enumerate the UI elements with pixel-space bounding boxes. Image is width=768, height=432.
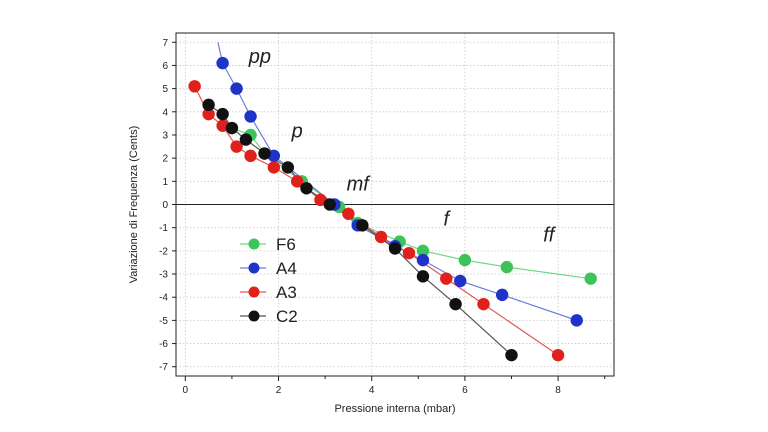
data-point-a4 — [230, 82, 243, 95]
y-tick-label: 5 — [162, 84, 168, 95]
data-point-a4 — [216, 56, 229, 70]
dynamic-label: f — [443, 208, 451, 230]
y-tick-label: 2 — [162, 154, 168, 165]
legend-marker — [248, 286, 260, 298]
data-point-c2 — [416, 270, 430, 283]
y-tick-label: 1 — [162, 177, 168, 188]
data-point-a3 — [244, 149, 257, 163]
data-point-a4 — [267, 149, 281, 163]
legend-label: F6 — [276, 235, 296, 254]
data-point-a3 — [314, 193, 327, 207]
data-point-a3 — [402, 246, 416, 260]
y-tick-label: -5 — [159, 316, 168, 327]
data-point-a3 — [202, 107, 215, 121]
dynamic-label: mf — [347, 174, 372, 196]
data-point-c2 — [300, 182, 313, 195]
data-point-a3 — [374, 230, 388, 244]
data-point-c2 — [449, 297, 462, 311]
y-tick-label: 7 — [162, 38, 168, 49]
y-tick-label: -2 — [159, 246, 168, 257]
data-point-c2 — [225, 121, 239, 135]
y-tick-label: 0 — [162, 200, 168, 211]
data-point-a4 — [416, 253, 430, 267]
legend-marker — [248, 238, 260, 250]
data-point-a3 — [230, 140, 243, 153]
x-axis-title: Pressione interna (mbar) — [334, 403, 455, 415]
x-tick-label: 6 — [462, 385, 468, 396]
data-point-a3 — [440, 272, 453, 285]
data-point-a3 — [342, 207, 355, 220]
data-point-c2 — [323, 198, 336, 211]
data-point-c2 — [505, 348, 518, 362]
y-tick-label: -1 — [159, 223, 168, 234]
legend-marker — [248, 310, 260, 322]
y-tick-label: -4 — [159, 293, 168, 304]
data-point-a3 — [551, 348, 565, 362]
data-point-a3 — [216, 119, 229, 132]
y-tick-label: 4 — [162, 107, 168, 118]
legend-label: C2 — [276, 307, 298, 326]
y-tick-label: -3 — [159, 270, 168, 281]
data-point-c2 — [216, 107, 229, 121]
data-point-a3 — [477, 297, 490, 311]
y-axis-title: Variazione di Frequenza (Cents) — [128, 126, 140, 284]
data-point-a4 — [495, 288, 509, 302]
axis-ticks: -7 -6 -5 -4 -3 -2 -1 0 1 2 3 4 5 6 7 0 2 4 6 8 — [159, 38, 606, 396]
legend-label: A4 — [276, 259, 297, 278]
y-tick-label: -6 — [159, 339, 168, 350]
legend-marker — [248, 262, 260, 274]
x-tick-label: 8 — [555, 385, 561, 396]
dynamic-label: p — [291, 120, 303, 142]
legend-label: A3 — [276, 283, 297, 302]
y-tick-label: -7 — [159, 362, 168, 373]
data-point-a4 — [570, 314, 583, 327]
data-point-a3 — [290, 175, 304, 188]
data-point-c2 — [239, 133, 253, 146]
data-point-c2 — [281, 161, 295, 174]
data-point-f6 — [416, 244, 430, 258]
data-point-c2 — [356, 219, 369, 232]
y-tick-label: 3 — [162, 130, 168, 141]
data-point-c2 — [258, 147, 271, 160]
data-point-c2 — [388, 242, 402, 255]
data-point-f6 — [458, 253, 472, 267]
x-tick-label: 2 — [276, 385, 282, 396]
data-point-f6 — [584, 272, 597, 285]
series-layer — [188, 42, 597, 362]
data-point-a3 — [188, 80, 201, 93]
y-tick-label: 6 — [162, 61, 168, 72]
data-point-f6 — [500, 260, 514, 274]
data-point-a4 — [454, 274, 467, 288]
x-tick-label: 4 — [369, 385, 375, 396]
dynamic-label: ff — [543, 225, 557, 247]
data-point-c2 — [202, 98, 215, 112]
dynamic-label: pp — [248, 46, 271, 68]
x-tick-label: 0 — [183, 385, 189, 396]
legend: F6 A4 A3 C2 — [240, 235, 298, 326]
data-point-a4 — [244, 110, 257, 123]
data-point-a3 — [267, 161, 281, 174]
